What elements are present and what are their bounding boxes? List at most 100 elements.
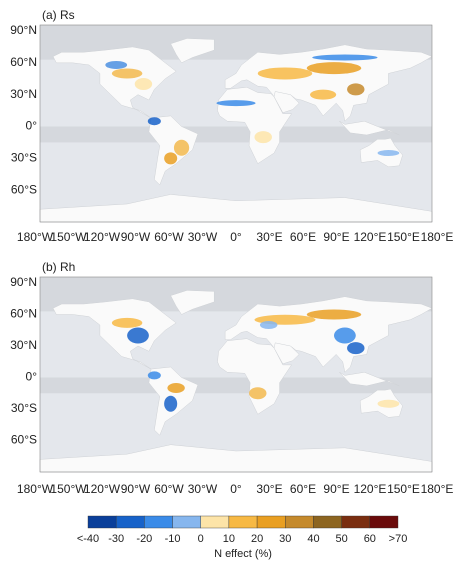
lon-label: 180°E <box>421 230 454 244</box>
lat-label: 90°N <box>10 23 37 37</box>
land <box>217 338 293 415</box>
effect-patch <box>310 89 337 100</box>
lat-label: 60°N <box>10 55 37 69</box>
colorbar-label: >70 <box>389 533 408 545</box>
land <box>170 290 215 315</box>
map-frame <box>39 276 433 473</box>
effect-patch <box>306 62 362 75</box>
effect-patch <box>147 371 161 380</box>
effect-patch <box>127 327 149 344</box>
tropic-band <box>40 126 432 143</box>
effect-patch <box>259 321 278 329</box>
land <box>339 371 400 387</box>
tropic-band <box>40 377 432 394</box>
effect-patch <box>312 54 378 61</box>
colorbar-label: <-40 <box>77 533 99 545</box>
lat-label: 30°N <box>10 87 37 101</box>
effect-patch <box>173 139 190 156</box>
lon-label: 150°W <box>50 482 87 496</box>
colorbar-label: 30 <box>279 533 291 545</box>
effect-patch <box>347 342 365 355</box>
lon-label: 0° <box>230 230 242 244</box>
effect-patch <box>164 152 178 165</box>
colorbar-label: 10 <box>223 533 235 545</box>
effect-patch <box>377 399 400 408</box>
lon-label: 30°W <box>188 230 218 244</box>
lon-label: 60°W <box>154 230 184 244</box>
effect-patch <box>257 67 313 80</box>
lon-label: 150°W <box>50 230 87 244</box>
lon-label: 90°W <box>121 482 151 496</box>
lon-label: 180°W <box>17 230 54 244</box>
lon-label: 60°E <box>290 482 316 496</box>
lat-label: 0° <box>26 370 38 384</box>
lat-label: 0° <box>26 119 38 133</box>
lon-label: 60°W <box>154 482 184 496</box>
effect-patch <box>216 100 256 107</box>
colorbar-label: 40 <box>307 533 319 545</box>
panel-label: (a) Rs <box>42 8 75 22</box>
colorbar-box <box>228 515 258 529</box>
colorbar-box <box>87 515 117 529</box>
land <box>273 91 300 114</box>
land <box>148 115 199 186</box>
effect-patch <box>111 68 143 79</box>
effect-patch <box>105 60 128 69</box>
colorbar-box <box>341 515 371 529</box>
land <box>170 38 215 64</box>
lat-label: 90°N <box>10 275 37 289</box>
land <box>217 86 292 165</box>
lon-label: 90°E <box>323 482 349 496</box>
lon-label: 150°E <box>387 482 420 496</box>
lon-label: 150°E <box>387 230 420 244</box>
map-frame <box>39 24 433 223</box>
lat-label: 30°N <box>10 338 37 352</box>
colorbar-label: -30 <box>108 533 124 545</box>
colorbar-box <box>200 515 230 529</box>
lon-label: 120°W <box>84 482 121 496</box>
map-panel <box>39 24 433 223</box>
effect-patch <box>167 383 185 393</box>
lon-label: 30°W <box>188 482 218 496</box>
land <box>52 298 177 370</box>
colorbar-label: 60 <box>364 533 376 545</box>
lat-label: 60°N <box>10 307 37 321</box>
colorbar-title: N effect (%) <box>214 548 272 560</box>
colorbar-label: -10 <box>165 533 181 545</box>
colorbar-label: 20 <box>251 533 263 545</box>
effect-patch <box>147 117 161 126</box>
land <box>52 46 177 119</box>
effect-patch <box>249 387 267 400</box>
lat-label: 30°S <box>11 401 37 415</box>
colorbar-box <box>285 515 314 529</box>
colorbar-box <box>369 515 399 529</box>
lon-label: 60°E <box>290 230 316 244</box>
lon-label: 90°W <box>121 230 151 244</box>
lon-label: 90°E <box>323 230 349 244</box>
lon-label: 30°E <box>256 482 282 496</box>
lon-label: 0° <box>230 482 242 496</box>
effect-patch <box>377 150 400 157</box>
lon-label: 180°W <box>17 482 54 496</box>
lon-label: 30°E <box>256 230 282 244</box>
lat-label: 60°S <box>11 433 37 447</box>
lat-label: 60°S <box>11 182 37 196</box>
map-panel <box>39 276 433 473</box>
lat-label: 30°S <box>11 151 37 165</box>
effect-patch <box>254 131 272 144</box>
lon-label: 120°E <box>354 230 387 244</box>
lon-label: 120°E <box>354 482 387 496</box>
colorbar-box <box>172 515 201 529</box>
effect-patch <box>111 317 143 328</box>
colorbar-label: -20 <box>136 533 152 545</box>
effect-patch <box>164 395 178 412</box>
colorbar-box <box>313 515 342 529</box>
lon-label: 120°W <box>84 230 121 244</box>
land <box>224 44 433 122</box>
effect-patch <box>134 78 153 91</box>
colorbar-box <box>144 515 173 529</box>
land <box>339 120 400 136</box>
effect-patch <box>306 309 362 320</box>
colorbar-box <box>256 515 286 529</box>
